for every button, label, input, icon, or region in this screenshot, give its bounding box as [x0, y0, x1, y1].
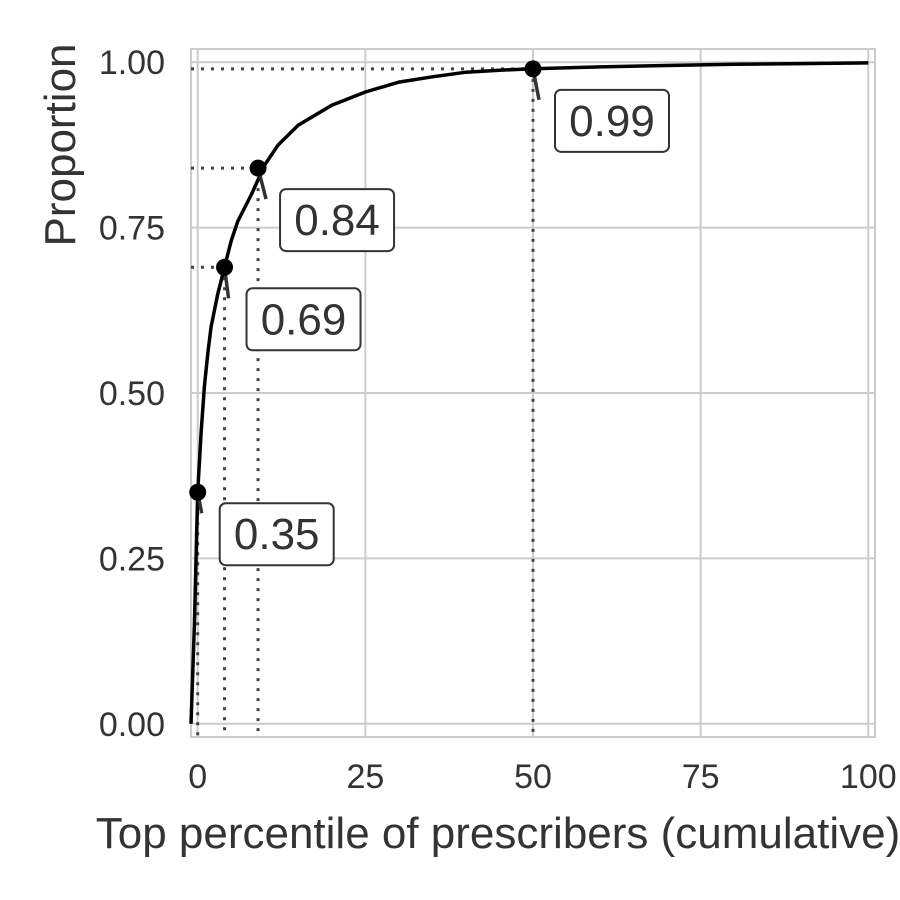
x-axis-title: Top percentile of prescribers (cumulativ…	[96, 809, 900, 858]
plot-panel-border	[190, 48, 876, 738]
x-tick-label: 25	[346, 758, 384, 796]
highlighted-point	[524, 60, 542, 78]
y-tick-label: 1.00	[99, 44, 165, 82]
value-label-box	[245, 287, 362, 352]
x-tick-label: 100	[840, 758, 897, 796]
x-axis-ticks: 0 25 50 75 100	[188, 758, 896, 796]
x-tick-label: 0	[188, 758, 207, 796]
value-label-box	[279, 188, 396, 253]
value-label: 0.84	[279, 188, 396, 253]
value-label-text: 0.69	[261, 295, 347, 344]
value-label-text: 0.35	[234, 510, 320, 559]
y-tick-label: 0.75	[99, 210, 165, 248]
highlighted-point	[189, 483, 207, 501]
x-tick-label: 50	[514, 758, 552, 796]
value-label: 0.99	[554, 88, 670, 153]
cumulative-curve-line	[189, 61, 869, 724]
y-tick-label: 0.25	[99, 540, 165, 578]
highlighted-point	[216, 258, 234, 276]
x-tick-label: 75	[682, 758, 720, 796]
value-label-box	[554, 88, 670, 153]
y-axis-title: Proportion	[36, 43, 85, 246]
value-label-text: 0.99	[569, 97, 655, 146]
value-label-box	[218, 502, 335, 567]
y-axis-ticks: 0.00 0.25 0.50 0.75 1.00	[99, 44, 165, 744]
highlighted-point	[249, 159, 267, 177]
value-label: 0.69	[245, 287, 362, 352]
highlighted-points	[189, 60, 542, 501]
value-label: 0.35	[218, 502, 335, 567]
value-label-text: 0.84	[294, 196, 380, 245]
y-tick-label: 0.50	[99, 375, 165, 413]
y-tick-label: 0.00	[99, 706, 165, 744]
value-labels: 0.35 0.69 0.84 0.99	[218, 88, 670, 567]
